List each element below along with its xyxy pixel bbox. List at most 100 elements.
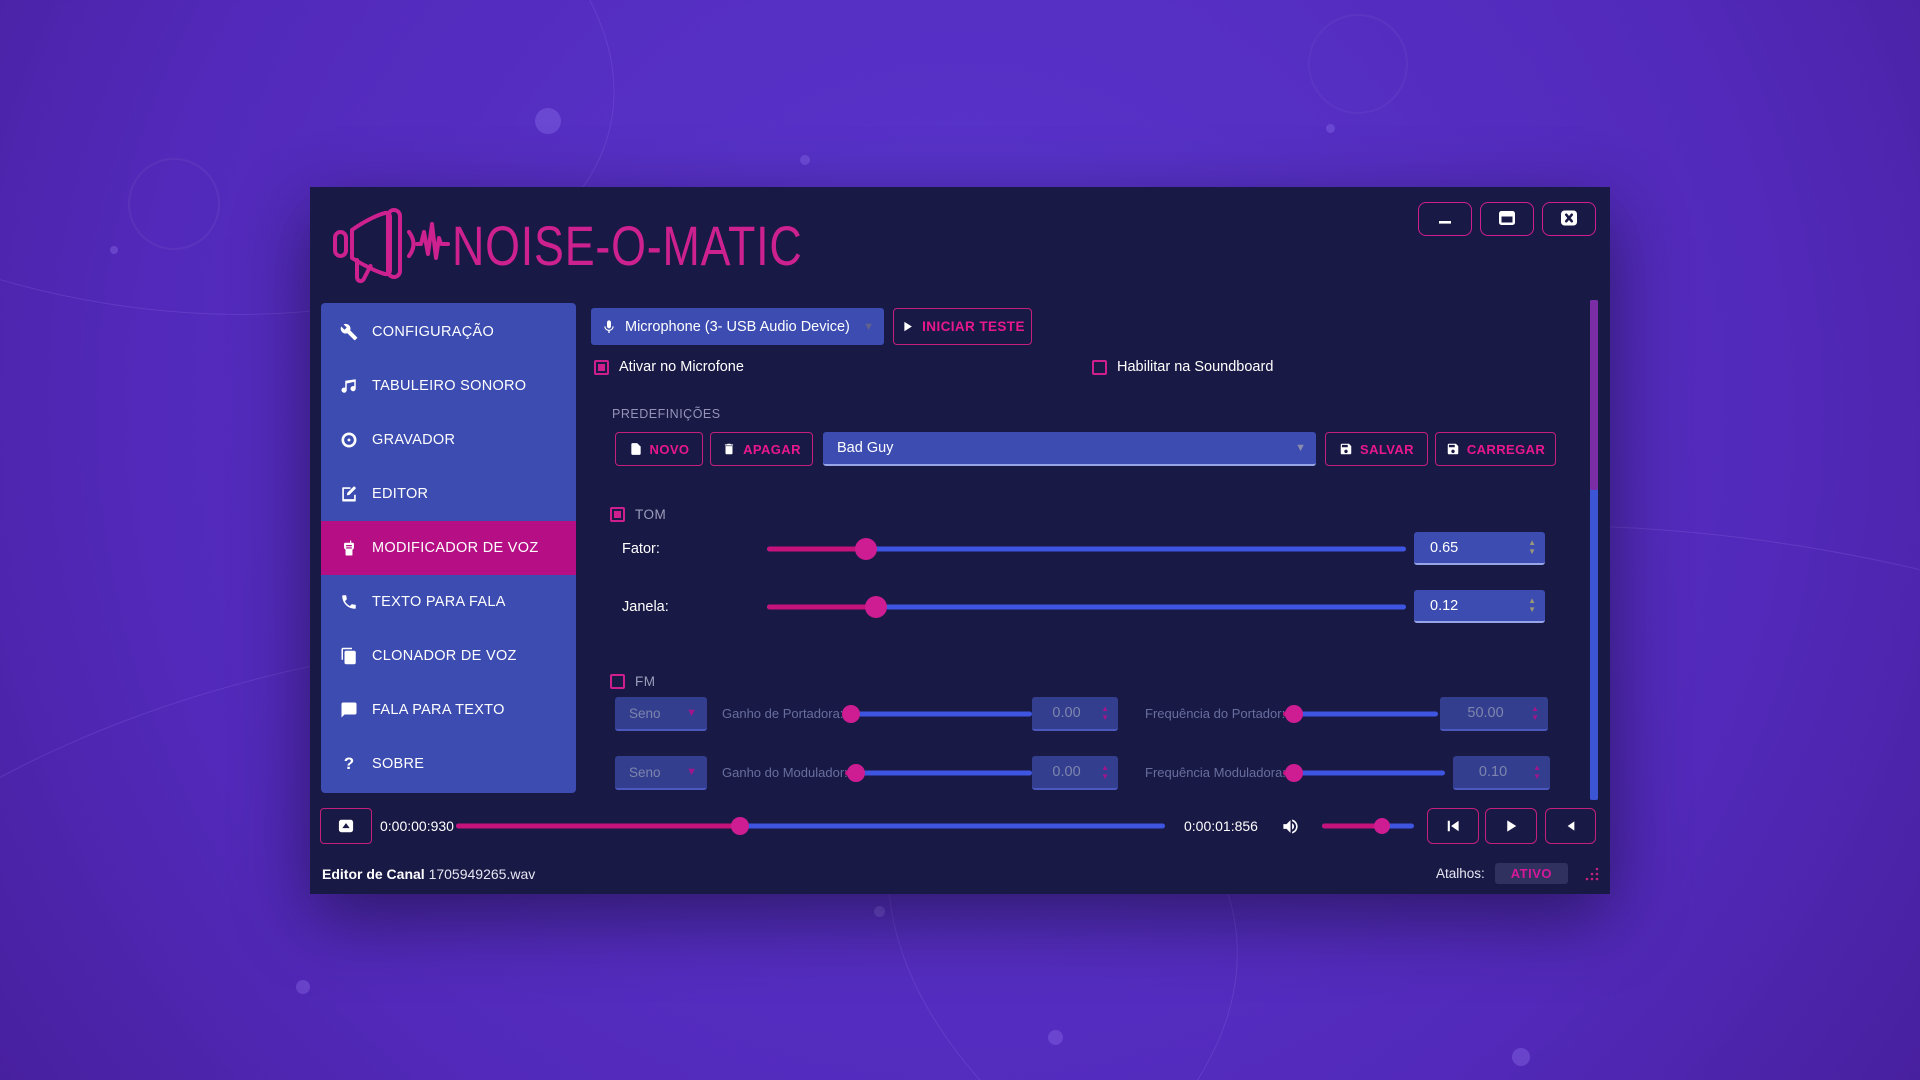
- file-icon: [629, 442, 643, 456]
- volume-slider[interactable]: [1322, 808, 1414, 844]
- sidebar-item-fala-para-texto[interactable]: FALA PARA TEXTO: [321, 683, 576, 737]
- slider-fill: [1322, 823, 1382, 829]
- factor-slider[interactable]: [767, 532, 1406, 566]
- arrow-down-icon[interactable]: ▼: [1101, 771, 1109, 781]
- preset-select[interactable]: Bad Guy ▼: [823, 432, 1316, 466]
- carrier-wave-select[interactable]: Seno ▼: [615, 697, 707, 731]
- arrow-up-icon[interactable]: ▲: [1531, 703, 1539, 713]
- modulator-freq-label: Frequência Moduladora:: [1145, 765, 1286, 780]
- minimize-button[interactable]: [1418, 202, 1472, 236]
- chevron-down-icon: ▼: [1295, 442, 1306, 454]
- background-ring: [1308, 14, 1408, 114]
- checkbox-box[interactable]: [594, 359, 609, 375]
- sidebar-item-modificador-de-voz[interactable]: MODIFICADOR DE VOZ: [321, 521, 576, 575]
- arrow-up-icon[interactable]: ▲: [1101, 762, 1109, 772]
- scrollbar-thumb[interactable]: [1590, 300, 1598, 490]
- slider-handle[interactable]: [847, 764, 866, 782]
- slider-handle[interactable]: [730, 817, 749, 835]
- spinner-arrows[interactable]: ▲ ▼: [1528, 539, 1545, 556]
- music-note-icon: [339, 376, 359, 396]
- modulator-wave-select[interactable]: Seno ▼: [615, 756, 707, 790]
- sidebar-item-texto-para-fala[interactable]: TEXTO PARA FALA: [321, 575, 576, 629]
- spinner-arrows[interactable]: ▲ ▼: [1101, 762, 1118, 781]
- arrow-down-icon[interactable]: ▼: [1531, 712, 1539, 722]
- skip-to-start-button[interactable]: [1427, 808, 1479, 844]
- sidebar-item-clonador-de-voz[interactable]: CLONADOR DE VOZ: [321, 629, 576, 683]
- delete-preset-button[interactable]: APAGAR: [710, 432, 813, 466]
- start-test-button[interactable]: INICIAR TESTE: [893, 308, 1032, 345]
- mic-enable-checkbox[interactable]: Ativar no Microfone: [594, 358, 744, 376]
- slider-handle[interactable]: [864, 596, 887, 618]
- window-slider[interactable]: [767, 590, 1406, 624]
- rewind-button[interactable]: [1545, 808, 1596, 844]
- content-scrollbar[interactable]: [1590, 300, 1598, 800]
- tone-enable-checkbox[interactable]: TOM: [610, 505, 666, 523]
- soundboard-enable-checkbox[interactable]: Habilitar na Soundboard: [1092, 358, 1273, 376]
- modulator-gain-slider[interactable]: [845, 756, 1032, 790]
- save-preset-button[interactable]: SALVAR: [1325, 432, 1428, 466]
- arrow-up-icon[interactable]: ▲: [1528, 596, 1536, 605]
- load-preset-button[interactable]: CARREGAR: [1435, 432, 1556, 466]
- spinner-arrows[interactable]: ▲ ▼: [1531, 703, 1548, 722]
- sidebar-item-gravador[interactable]: GRAVADOR: [321, 413, 576, 467]
- speech-bubble-icon: [339, 700, 359, 720]
- slider-handle[interactable]: [1285, 764, 1304, 782]
- checkbox-box[interactable]: [610, 506, 625, 522]
- modulator-freq-spinbox[interactable]: 0.10 ▲ ▼: [1453, 756, 1550, 790]
- arrow-down-icon[interactable]: ▼: [1528, 547, 1536, 556]
- arrow-down-icon[interactable]: ▼: [1533, 771, 1541, 781]
- shortcuts-label: Atalhos:: [1435, 866, 1485, 881]
- carrier-wave-value: Seno: [629, 705, 661, 721]
- slider-handle[interactable]: [1284, 705, 1303, 723]
- close-icon: [1557, 206, 1581, 233]
- microphone-select[interactable]: Microphone (3- USB Audio Device) ▼: [591, 308, 884, 345]
- background-bubble: [535, 108, 561, 134]
- spinner-arrows[interactable]: ▲ ▼: [1528, 597, 1545, 614]
- carrier-freq-spinbox[interactable]: 50.00 ▲ ▼: [1440, 697, 1548, 731]
- presets-section-label: PREDEFINIÇÕES: [612, 407, 721, 421]
- checkbox-box[interactable]: [610, 673, 625, 689]
- maximize-button[interactable]: [1480, 202, 1534, 236]
- speaker-icon[interactable]: [1281, 817, 1300, 836]
- play-icon: [1502, 817, 1520, 835]
- close-button[interactable]: [1542, 202, 1596, 236]
- slider-handle[interactable]: [841, 705, 860, 723]
- fm-enable-checkbox[interactable]: FM: [610, 672, 656, 690]
- eject-button[interactable]: [320, 808, 372, 844]
- spinner-arrows[interactable]: ▲ ▼: [1533, 762, 1550, 781]
- checkbox-box[interactable]: [1092, 359, 1107, 375]
- modulator-freq-slider[interactable]: [1283, 756, 1445, 790]
- arrow-down-icon[interactable]: ▼: [1528, 605, 1536, 614]
- window-spinbox[interactable]: 0.12 ▲ ▼: [1414, 590, 1545, 623]
- sidebar-item-editor[interactable]: EDITOR: [321, 467, 576, 521]
- phone-icon: [339, 592, 359, 612]
- factor-spinbox[interactable]: 0.65 ▲ ▼: [1414, 532, 1545, 565]
- factor-value: 0.65: [1430, 539, 1459, 556]
- window-controls: [1418, 202, 1596, 236]
- shortcuts-status-badge[interactable]: ATIVO: [1494, 863, 1568, 884]
- slider-track: [845, 770, 1032, 776]
- carrier-gain-slider[interactable]: [841, 697, 1032, 731]
- arrow-up-icon[interactable]: ▲: [1528, 538, 1536, 547]
- play-button[interactable]: [1485, 808, 1537, 844]
- sidebar-item-tabuleiro-sonoro[interactable]: TABULEIRO SONORO: [321, 359, 576, 413]
- spinner-arrows[interactable]: ▲ ▼: [1101, 703, 1118, 722]
- arrow-up-icon[interactable]: ▲: [1101, 703, 1109, 713]
- arrow-up-icon[interactable]: ▲: [1533, 762, 1541, 772]
- seek-slider[interactable]: [456, 808, 1165, 844]
- resize-grip-icon[interactable]: [1584, 866, 1600, 882]
- slider-handle[interactable]: [855, 538, 878, 560]
- carrier-gain-spinbox[interactable]: 0.00 ▲ ▼: [1032, 697, 1118, 731]
- carrier-freq-slider[interactable]: [1283, 697, 1438, 731]
- app-window: NOISE-O-MATIC CONFIGURAÇÃO: [310, 187, 1610, 894]
- slider-handle[interactable]: [1373, 818, 1390, 834]
- modulator-gain-spinbox[interactable]: 0.00 ▲ ▼: [1032, 756, 1118, 790]
- carrier-freq-value: 50.00: [1467, 705, 1504, 721]
- slider-track: [1283, 770, 1445, 776]
- window-label: Janela:: [622, 599, 669, 615]
- arrow-down-icon[interactable]: ▼: [1101, 712, 1109, 722]
- sidebar-item-configuracao[interactable]: CONFIGURAÇÃO: [321, 305, 576, 359]
- new-preset-button[interactable]: NOVO: [615, 432, 703, 466]
- sidebar-item-sobre[interactable]: ? SOBRE: [321, 737, 576, 791]
- maximize-icon: [1495, 206, 1519, 233]
